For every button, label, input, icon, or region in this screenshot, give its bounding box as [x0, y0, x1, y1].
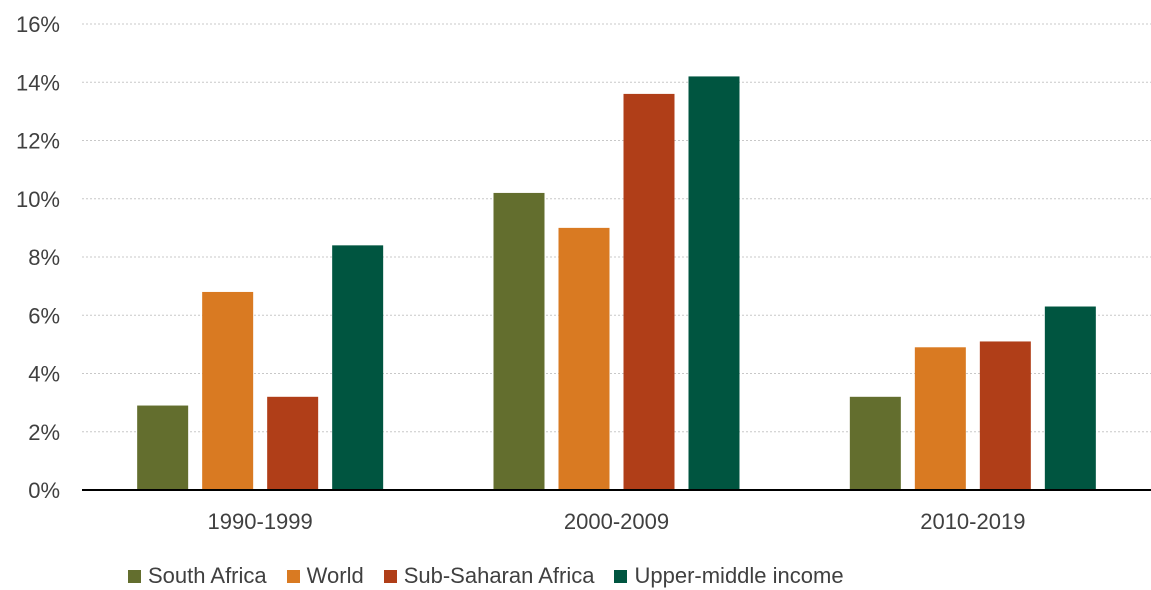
y-tick-label: 10% [16, 187, 60, 212]
y-tick-label: 6% [28, 303, 60, 328]
x-tick-label: 2010-2019 [920, 509, 1025, 534]
legend-item-south-africa: South Africa [128, 563, 267, 589]
legend-label: Upper-middle income [634, 563, 844, 588]
y-tick-label: 0% [28, 478, 60, 503]
legend-swatch [286, 569, 300, 583]
bars [137, 76, 1096, 491]
y-tick-label: 4% [28, 362, 60, 387]
bar [623, 93, 675, 491]
bar [558, 227, 610, 490]
bar [979, 341, 1031, 490]
bar-chart: 0% 2% 4% 6% 8% 10% 12% 14% 16% 1990-1999 2000-200… [16, 12, 1151, 534]
legend-item-sub-saharan-africa: Sub-Saharan Africa [383, 563, 595, 589]
x-tick-label: 1990-1999 [208, 509, 313, 534]
y-tick-label: 8% [28, 245, 60, 270]
legend-swatch [383, 569, 397, 583]
legend-label: Sub-Saharan Africa [403, 563, 595, 588]
y-tick-label: 14% [16, 70, 60, 95]
legend-swatch [128, 569, 141, 583]
bar [914, 347, 966, 490]
legend-item-upper-middle-income: Upper-middle income [614, 563, 844, 589]
x-tick-label: 2000-2009 [564, 509, 669, 534]
bar [1044, 306, 1096, 490]
legend-swatch [614, 569, 628, 583]
legend: South Africa World Sub-Saharan Africa Up… [128, 563, 864, 589]
legend-label: South Africa [148, 563, 267, 588]
x-axis-ticks: 1990-1999 2000-2009 2010-2019 [208, 509, 1026, 534]
legend-item-world: World [286, 563, 364, 589]
bar [202, 291, 254, 490]
y-tick-label: 12% [16, 129, 60, 154]
y-axis-ticks: 0% 2% 4% 6% 8% 10% 12% 14% 16% [16, 12, 60, 503]
bar [688, 76, 740, 491]
y-tick-label: 2% [28, 420, 60, 445]
bar [332, 245, 384, 490]
bar [267, 396, 319, 490]
bar [137, 405, 189, 490]
bar [493, 192, 545, 491]
y-tick-label: 16% [16, 12, 60, 37]
legend-label: World [306, 563, 364, 588]
bar [849, 396, 901, 490]
